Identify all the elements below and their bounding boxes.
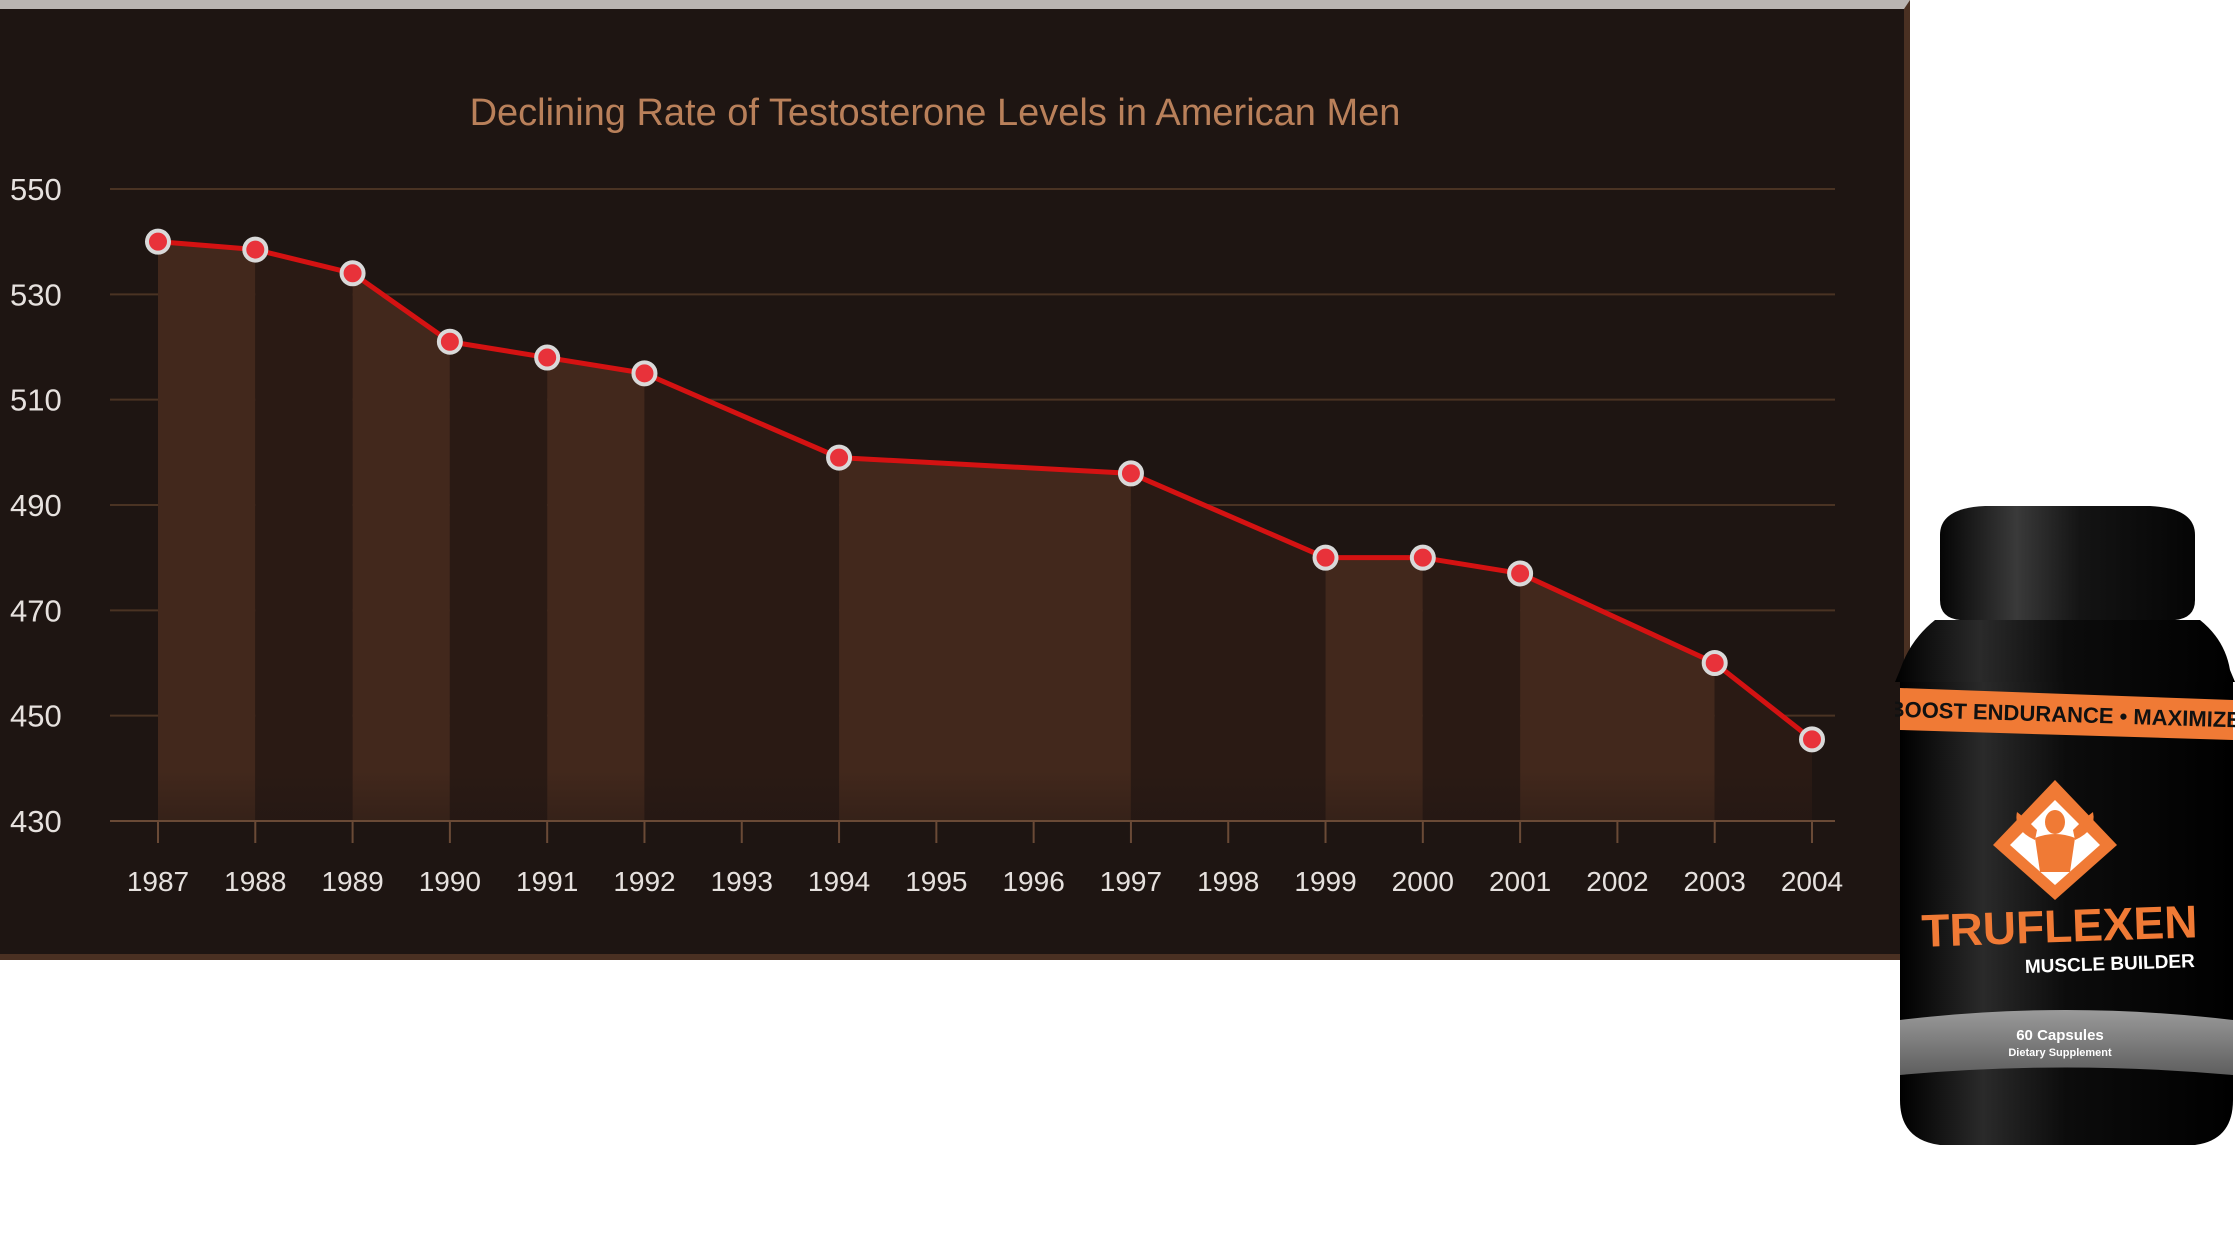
data-point — [1507, 560, 1534, 587]
x-tick-label: 1987 — [127, 866, 189, 897]
x-tick-label: 1997 — [1100, 866, 1162, 897]
data-point — [242, 236, 269, 263]
x-tick-label: 1990 — [419, 866, 481, 897]
x-tick-label: 1999 — [1294, 866, 1356, 897]
data-point — [145, 228, 171, 255]
area-segment — [1130, 473, 1326, 821]
bottle-image: E • BOOST ENDURANCE • MAXIMIZE PE TRUFLE… — [1854, 506, 2240, 1145]
line-chart: Declining Rate of Testosterone Levels in… — [10, 92, 1843, 897]
x-tick-label: 1991 — [516, 866, 578, 897]
x-tick-label: 1996 — [1002, 866, 1064, 897]
area-segment — [1422, 557, 1521, 821]
chart-panel: Declining Rate of Testosterone Levels in… — [0, 0, 1910, 960]
product-bottle: E • BOOST ENDURANCE • MAXIMIZE PE TRUFLE… — [1854, 500, 2240, 1160]
area-segment — [352, 273, 450, 821]
x-tick-label: 2000 — [1392, 866, 1454, 897]
y-axis: 550 530 510 490 470 450 430 — [10, 172, 62, 839]
x-tick-label: 2001 — [1489, 866, 1551, 897]
area-segment — [1520, 573, 1715, 821]
data-point — [631, 360, 658, 387]
area-segment — [1325, 557, 1423, 821]
data-point — [826, 444, 853, 471]
data-point — [436, 328, 463, 355]
label-banner — [1900, 688, 2233, 740]
data-point — [1312, 544, 1339, 571]
data-point — [1409, 544, 1436, 571]
data-point — [1117, 460, 1144, 487]
x-tick-label: 1995 — [905, 866, 967, 897]
y-tick-label: 490 — [10, 488, 62, 523]
x-tick-label: 1988 — [224, 866, 286, 897]
x-tick-label: 2002 — [1586, 866, 1648, 897]
area-segment — [547, 357, 645, 821]
data-point — [534, 344, 561, 371]
area-segment — [255, 249, 353, 822]
x-axis-labels: 1987 1988 1989 1990 1991 1992 1993 1994 1995 1996… — [127, 866, 1843, 897]
area-segment — [839, 457, 1131, 821]
y-tick-label: 530 — [10, 277, 62, 312]
chart-title: Declining Rate of Testosterone Levels in… — [470, 92, 1401, 134]
y-tick-label: 450 — [10, 699, 62, 734]
area-fade — [158, 771, 1812, 821]
x-tick-label: 2004 — [1781, 866, 1843, 897]
data-point — [1701, 650, 1728, 676]
x-tick-label: 2003 — [1684, 866, 1746, 897]
data-point — [1799, 726, 1825, 753]
x-tick-label: 1992 — [613, 866, 675, 897]
brand-name: TRUFLEXEN — [1921, 895, 2199, 957]
x-tick-label: 1994 — [808, 866, 870, 897]
supplement-type: Dietary Supplement — [2008, 1047, 2112, 1059]
area-segment — [158, 241, 256, 821]
area-fill — [158, 241, 1812, 822]
y-tick-label: 550 — [10, 172, 62, 207]
x-tick-label: 1998 — [1197, 866, 1259, 897]
capsule-count: 60 Capsules — [2016, 1027, 2104, 1044]
y-tick-label: 510 — [10, 383, 62, 418]
x-tick-label: 1989 — [321, 866, 383, 897]
x-tick-label: 1993 — [711, 866, 773, 897]
x-axis — [110, 820, 1835, 843]
area-segment — [644, 373, 840, 821]
y-tick-label: 430 — [10, 804, 62, 839]
data-point — [339, 260, 366, 287]
muscle-logo-icon — [1993, 780, 2117, 900]
area-segment — [449, 341, 548, 821]
data-points — [145, 228, 1825, 753]
y-tick-label: 470 — [10, 593, 62, 628]
